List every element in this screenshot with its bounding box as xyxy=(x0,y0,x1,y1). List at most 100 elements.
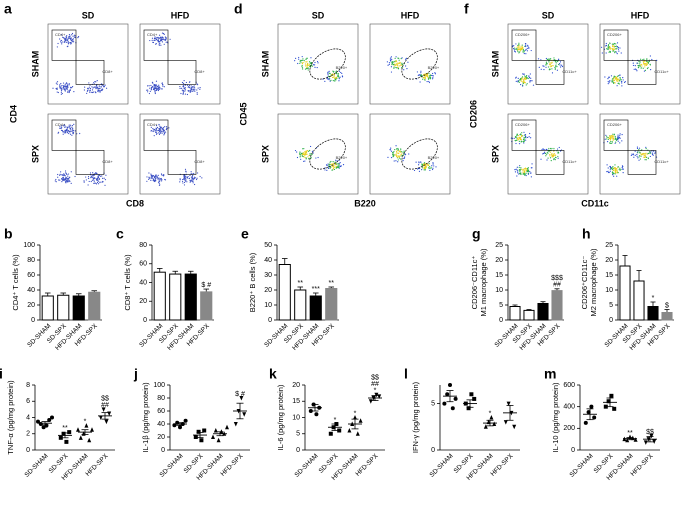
event-dot xyxy=(304,154,306,156)
event-dot xyxy=(158,128,160,130)
event-dot xyxy=(72,131,74,133)
event-dot xyxy=(96,80,98,82)
event-dot xyxy=(398,155,400,158)
event-dot xyxy=(155,131,157,133)
event-dot xyxy=(342,164,345,166)
event-dot xyxy=(600,46,603,48)
event-dot xyxy=(612,135,614,137)
event-dot xyxy=(649,64,651,66)
event-dot xyxy=(158,34,161,36)
event-dot xyxy=(159,39,162,41)
event-dot xyxy=(638,148,640,151)
event-dot xyxy=(651,150,653,152)
event-dot xyxy=(64,89,66,92)
event-dot xyxy=(612,139,614,141)
event-dot xyxy=(524,135,527,137)
event-dot xyxy=(618,79,620,81)
column-label: HFD xyxy=(631,10,650,20)
event-dot xyxy=(547,157,549,159)
event-dot xyxy=(332,80,334,82)
event-dot xyxy=(302,148,304,150)
gate-label: CD11c+ xyxy=(562,69,577,74)
data-point xyxy=(337,428,342,433)
event-dot xyxy=(182,85,184,87)
event-dot xyxy=(184,168,187,170)
y-tick-label: 25 xyxy=(495,242,503,249)
y-axis-label: CD4⁺ T cells (%) xyxy=(11,254,20,311)
panel-letter: c xyxy=(116,226,124,242)
event-dot xyxy=(97,86,99,88)
event-dot xyxy=(549,62,551,64)
panel-letter: m xyxy=(544,366,556,382)
event-dot xyxy=(617,75,620,77)
panel-letter: g xyxy=(472,226,481,242)
event-dot xyxy=(162,85,164,87)
event-dot xyxy=(433,165,435,167)
event-dot xyxy=(68,36,70,38)
event-dot xyxy=(553,147,555,150)
event-dot xyxy=(161,82,163,85)
event-dot xyxy=(314,61,316,64)
y-tick-label: 8 xyxy=(26,382,30,389)
data-point xyxy=(448,383,452,387)
y-tick-label: 6 xyxy=(26,398,30,405)
event-dot xyxy=(102,177,104,179)
event-dot xyxy=(424,167,427,169)
bar xyxy=(57,294,70,321)
event-dot xyxy=(519,51,521,53)
event-dot xyxy=(74,35,76,37)
event-dot xyxy=(298,58,300,60)
event-dot xyxy=(634,68,637,70)
event-dot xyxy=(184,84,187,86)
event-dot xyxy=(150,130,153,132)
event-dot xyxy=(528,75,530,77)
event-dot xyxy=(67,181,70,183)
event-dot xyxy=(301,59,303,62)
event-dot xyxy=(647,152,649,155)
column-label: SD xyxy=(82,10,95,20)
event-dot xyxy=(395,160,397,162)
event-dot xyxy=(64,179,66,181)
event-dot xyxy=(387,156,389,158)
event-dot xyxy=(301,56,303,58)
event-dot xyxy=(335,71,337,73)
event-dot xyxy=(338,78,340,80)
event-dot xyxy=(189,179,191,181)
event-dot xyxy=(183,181,186,184)
event-dot xyxy=(650,152,652,154)
event-dot xyxy=(335,163,337,166)
event-dot xyxy=(332,165,334,167)
event-dot xyxy=(68,42,70,44)
gate-label: CD8+ xyxy=(102,159,113,164)
event-dot xyxy=(615,167,617,170)
event-dot xyxy=(90,175,92,177)
event-dot xyxy=(328,164,330,166)
event-dot xyxy=(64,129,66,131)
event-dot xyxy=(95,182,97,184)
event-dot xyxy=(607,167,609,169)
y-tick-label: 0 xyxy=(609,317,613,324)
event-dot xyxy=(61,179,64,181)
event-dot xyxy=(530,80,532,82)
event-dot xyxy=(155,39,157,41)
event-dot xyxy=(181,81,184,84)
event-dot xyxy=(164,178,166,181)
event-dot xyxy=(636,153,638,156)
event-dot xyxy=(388,62,391,64)
y-tick-label: 0 xyxy=(268,317,272,324)
event-dot xyxy=(615,43,617,45)
event-dot xyxy=(67,38,69,41)
gate xyxy=(51,29,77,61)
event-dot xyxy=(430,77,432,79)
y-axis-label: M2 macrophage (%) xyxy=(589,248,598,316)
event-dot xyxy=(651,58,653,61)
gate-label: CD206+ xyxy=(607,32,622,37)
event-dot xyxy=(87,184,89,186)
event-dot xyxy=(606,135,608,137)
event-dot xyxy=(431,168,434,171)
event-dot xyxy=(547,152,549,154)
significance-label: $ # xyxy=(201,282,211,289)
event-dot xyxy=(638,147,641,149)
event-dot xyxy=(543,68,545,71)
data-point xyxy=(101,407,106,412)
